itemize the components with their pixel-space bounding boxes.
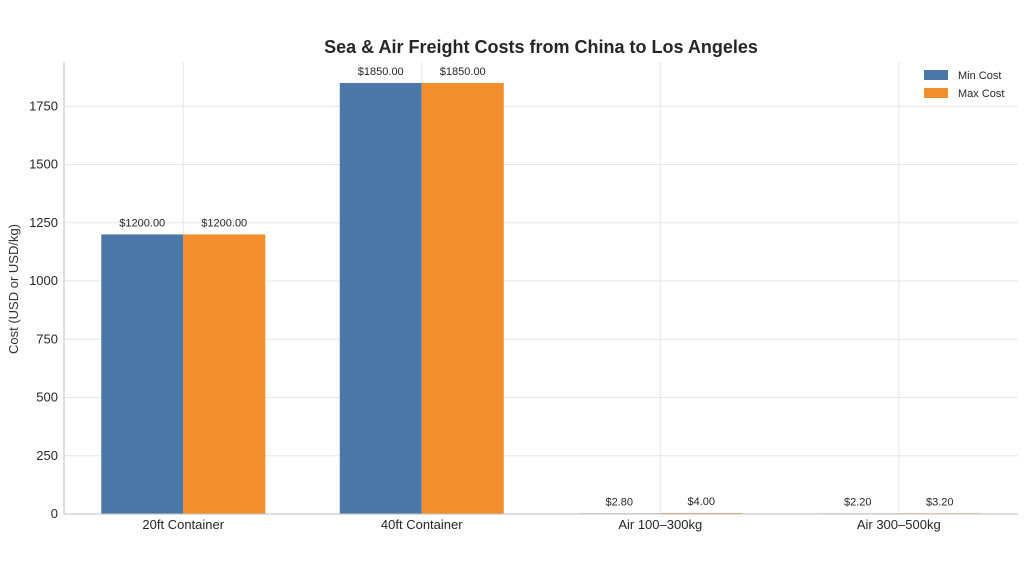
x-tick-label: 40ft Container bbox=[381, 517, 463, 532]
y-tick-label: 1750 bbox=[29, 98, 58, 113]
legend-label: Max Cost bbox=[958, 88, 1004, 100]
y-tick-label: 500 bbox=[36, 390, 58, 405]
y-axis-label: Cost (USD or USD/kg) bbox=[6, 224, 21, 354]
data-label: $4.00 bbox=[687, 496, 715, 508]
chart-title: Sea & Air Freight Costs from China to Lo… bbox=[324, 37, 758, 57]
y-tick-label: 1000 bbox=[29, 273, 58, 288]
bars bbox=[101, 82, 981, 515]
legend-label: Min Cost bbox=[958, 70, 1001, 82]
data-label: $1850.00 bbox=[358, 66, 404, 78]
data-label: $1200.00 bbox=[201, 217, 247, 229]
data-label: $1850.00 bbox=[440, 66, 486, 78]
data-label: $3.20 bbox=[926, 496, 954, 508]
data-label: $1200.00 bbox=[119, 217, 165, 229]
data-label: $2.20 bbox=[844, 496, 872, 508]
legend-swatch bbox=[924, 88, 948, 98]
y-tick-label: 750 bbox=[36, 331, 58, 346]
bar bbox=[339, 82, 422, 515]
x-tick-label: 20ft Container bbox=[142, 517, 224, 532]
y-tick-label: 1500 bbox=[29, 157, 58, 172]
legend-swatch bbox=[924, 70, 948, 80]
bar bbox=[421, 82, 504, 515]
y-tick-label: 1250 bbox=[29, 215, 58, 230]
legend: Min Cost Max Cost bbox=[924, 70, 1004, 100]
y-tick-label: 250 bbox=[36, 448, 58, 463]
x-tick-label: Air 100–300kg bbox=[618, 517, 702, 532]
y-tick-labels: 0 250 500 750 1000 1250 1500 1750 bbox=[29, 98, 58, 521]
data-labels: $1200.00 $1200.00 $1850.00 $1850.00 $2.80 $4.… bbox=[119, 66, 953, 509]
x-tick-labels: 20ft Container 40ft Container Air 100–300k… bbox=[142, 517, 940, 532]
bar bbox=[101, 234, 184, 515]
y-tick-label: 0 bbox=[51, 506, 58, 521]
bar bbox=[183, 234, 266, 515]
data-label: $2.80 bbox=[605, 496, 633, 508]
x-tick-label: Air 300–500kg bbox=[857, 517, 941, 532]
